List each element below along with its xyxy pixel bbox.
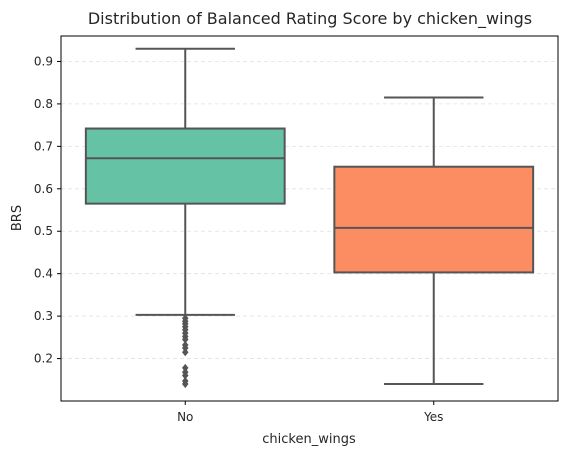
y-axis-label: BRS: [10, 205, 25, 231]
x-tick-label: No: [177, 410, 193, 424]
y-tick-label: 0.2: [34, 352, 53, 366]
y-tick-label: 0.7: [34, 139, 53, 153]
box-series: [84, 47, 535, 389]
x-tick-label: Yes: [423, 410, 443, 424]
outlier-point: [181, 348, 189, 357]
y-tick-label: 0.4: [34, 267, 53, 281]
box-group-no: [84, 47, 286, 389]
box-iqr: [84, 127, 286, 205]
plot-frame: [60, 35, 559, 402]
y-tick-label: 0.6: [34, 182, 53, 196]
y-tick-label: 0.9: [34, 54, 53, 68]
outlier-point: [181, 379, 189, 389]
y-tick-label: 0.5: [34, 224, 53, 238]
chart-title: Distribution of Balanced Rating Score by…: [88, 9, 532, 29]
box-group-yes: [333, 96, 535, 386]
y-tick-label: 0.8: [34, 97, 53, 111]
box-iqr: [333, 165, 535, 274]
x-axis-label: chicken_wings: [262, 432, 356, 447]
y-tick-label: 0.3: [34, 309, 53, 323]
axis-ticks: 0.2 0.3 0.4 0.5 0.6 0.7 0.8 0.9 No Yes: [34, 54, 444, 424]
